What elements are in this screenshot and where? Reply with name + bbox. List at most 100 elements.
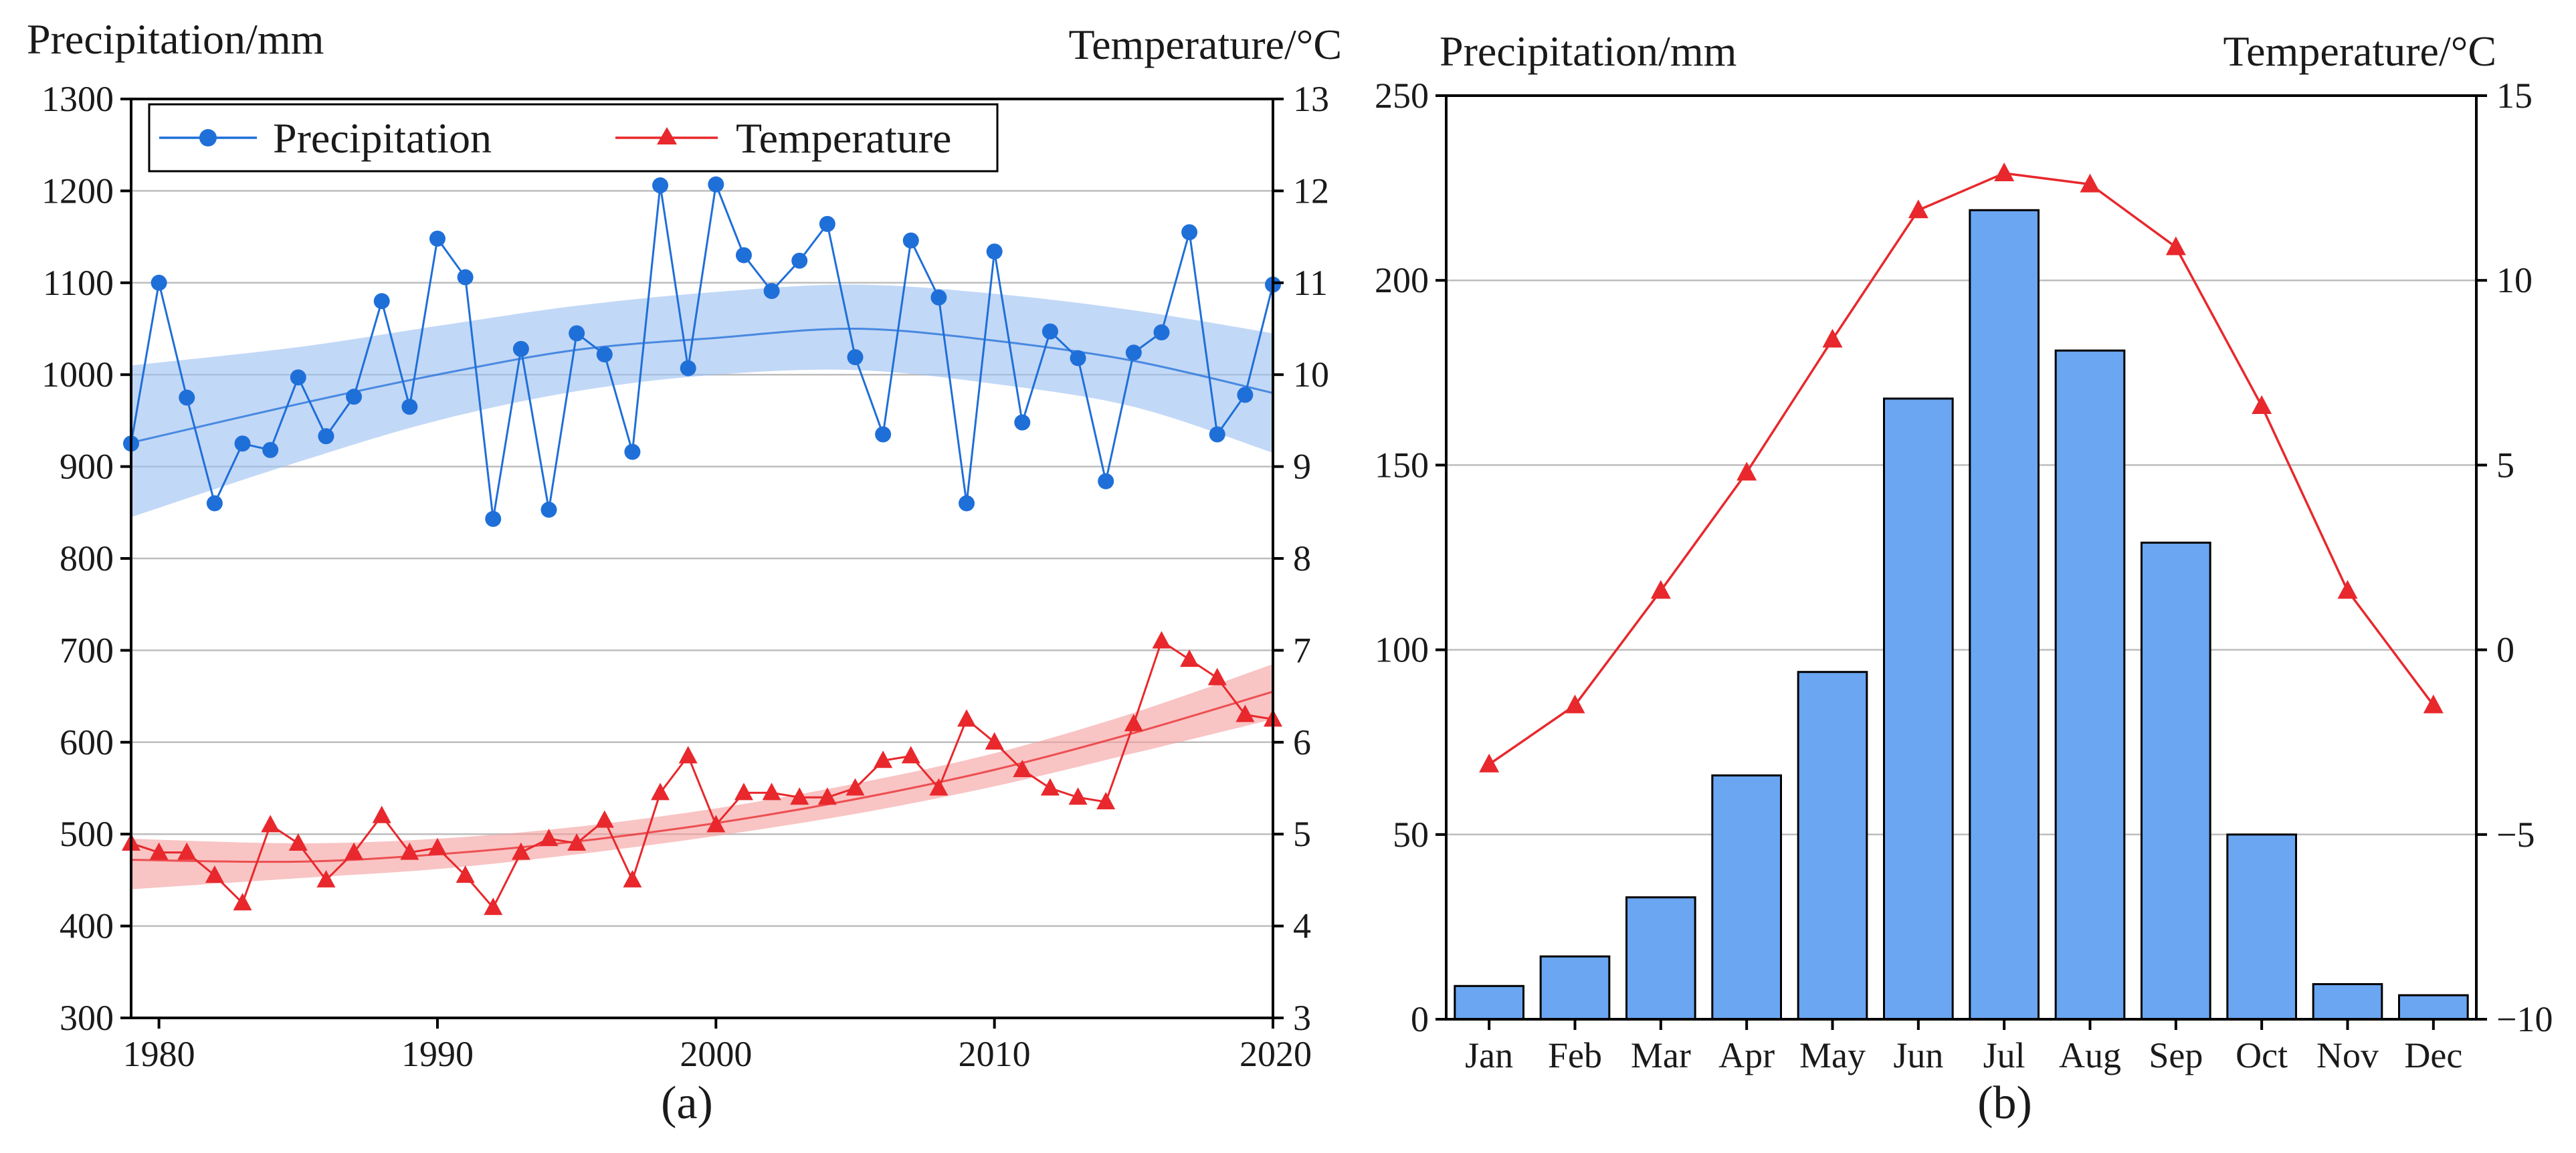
panel-a-precip-point — [847, 349, 864, 366]
panel-a-temp-point — [957, 709, 977, 727]
panel-b-bar-jul — [1969, 209, 2040, 1021]
legend-box — [148, 103, 999, 173]
panel-a-precip-point — [373, 293, 390, 310]
panel-b-right-tick-label: 0 — [2496, 630, 2514, 670]
panel-a-temp-point — [678, 746, 698, 764]
panel-a-precip-point — [596, 346, 613, 362]
panel-a: 300 400 500 600 700 800 900 1000 1100 1200 1300 3 4 5… — [27, 15, 1342, 1129]
panel-a-temp-point — [400, 842, 419, 860]
panel-a-precip-point — [680, 360, 696, 377]
panel-a-precip-point — [819, 215, 835, 232]
panel-b-temp-point-sep — [2165, 236, 2186, 255]
panel-a-temp-point — [874, 750, 893, 768]
panel-b-bar-mar — [1625, 896, 1696, 1021]
panel-b-x-tick-label: Dec — [2404, 1035, 2462, 1075]
panel-a-precip-point — [875, 426, 892, 443]
panel-a-right-tick-label: 5 — [1293, 814, 1311, 854]
panel-a-temp-point — [595, 810, 614, 828]
panel-a-precip-point — [1209, 426, 1225, 443]
panel-a-temp-point — [149, 842, 169, 860]
panel-b-temp-point-dec — [2423, 694, 2444, 714]
panel-a-right-axis-title: Temperature/°C — [1069, 21, 1343, 68]
panel-a-temp-point — [511, 842, 530, 860]
panel-a-precipitation-trend-line — [130, 327, 1274, 444]
panel-a-temp-point — [1040, 778, 1060, 796]
panel-b-bar-aug — [2054, 349, 2126, 1021]
panel-a-temp-point — [651, 782, 670, 801]
panel-a-precip-point — [902, 232, 919, 249]
panel-a-precip-point — [1181, 224, 1198, 241]
panel-a-left-tick-label: 1300 — [41, 79, 114, 119]
panel-a-precip-point — [735, 247, 752, 264]
panel-b-bar-apr — [1711, 774, 1782, 1021]
panel-b-x-tick-label: Oct — [2236, 1035, 2288, 1075]
panel-a-right-tick-label: 8 — [1293, 538, 1311, 579]
panel-a-temp-point — [762, 782, 781, 801]
panel-b-bar-nov — [2312, 983, 2383, 1021]
panel-a-temp-point — [1068, 787, 1088, 805]
panel-a-right-tick-label: 12 — [1293, 171, 1329, 211]
panel-a-temp-point — [623, 869, 642, 887]
panel-b-right-axis-title: Temperature/°C — [2223, 27, 2497, 75]
panel-a-left-axis-title: Precipitation/mm — [27, 15, 324, 63]
panel-b-left-tick-label: 100 — [1375, 630, 1429, 670]
panel-a-precip-point — [1125, 344, 1142, 361]
panel-a-x-tick-label: 2020 — [1240, 1034, 1312, 1074]
panel-a-precipitation-confidence-band — [131, 284, 1273, 518]
panel-a-right-tick-label: 11 — [1293, 263, 1328, 303]
panel-a-precip-point — [624, 443, 641, 460]
legend-precip-label: Precipitation — [273, 114, 492, 162]
panel-a-temp-point — [929, 778, 949, 796]
panel-b-plot-frame — [1445, 94, 2478, 1021]
panel-b-bar-jan — [1454, 984, 1524, 1021]
panel-a-x-tick-label: 1990 — [401, 1034, 474, 1074]
panel-b-bar-sep — [2141, 541, 2211, 1021]
panel-b-left-tick-label: 200 — [1375, 260, 1429, 300]
panel-a-precip-point — [457, 269, 474, 286]
legend-temp-marker — [657, 127, 677, 144]
panel-b-x-tick-label: Aug — [2059, 1035, 2121, 1075]
panel-a-precip-point — [206, 495, 223, 512]
panel-a-temp-point — [790, 787, 809, 805]
panel-a-temp-point — [316, 869, 336, 887]
panel-a-x-tick-label: 1980 — [123, 1034, 195, 1074]
panel-a-precip-point — [708, 176, 724, 193]
panel-a-left-tick-label: 600 — [60, 722, 114, 762]
panel-b-x-tick-label: Feb — [1548, 1035, 1602, 1075]
panel-b-left-tick-label: 0 — [1411, 999, 1429, 1039]
panel-a-left-tick-label: 1200 — [41, 171, 114, 211]
panel-b-right-tick-label: 15 — [2496, 76, 2533, 116]
panel-a-temp-point — [427, 837, 447, 855]
panel-a-temp-point — [567, 833, 587, 851]
panel-b-right-tick-label: −5 — [2496, 815, 2535, 855]
panel-a-temp-point — [1207, 667, 1227, 686]
panel-b-left-tick-label: 50 — [1393, 815, 1429, 855]
panel-b-label: (b) — [1977, 1077, 2032, 1129]
panel-a-precip-point — [1070, 350, 1086, 366]
panel-a-precip-point — [290, 369, 306, 386]
panel-a-temp-point — [1152, 631, 1171, 649]
panel-b-x-tick-label: Nov — [2316, 1035, 2379, 1075]
panel-a-temp-point — [261, 815, 280, 833]
panel-a-precip-point — [429, 230, 445, 247]
panel-a-temp-point — [817, 787, 837, 805]
panel-a-temp-point — [1096, 792, 1116, 810]
panel-a-ticks: 300 400 500 600 700 800 900 1000 1100 1200 1300 3 4 5… — [41, 79, 1329, 1074]
panel-b: 0 50 100 150 200 250 −10 −5 0 5 10 15 Jan Feb Mar Apr Ma… — [1375, 27, 2553, 1129]
panel-b-temperature-line — [1488, 172, 2435, 766]
panel-a-precip-point — [930, 289, 947, 306]
panel-a-precip-point — [401, 399, 418, 415]
panel-b-x-tick-label: May — [1799, 1035, 1866, 1075]
panel-a-legend: Precipitation Temperature — [148, 103, 999, 173]
panel-a-temp-point — [344, 842, 364, 860]
panel-a-precip-point — [763, 283, 780, 300]
panel-a-temperature-confidence-band — [131, 664, 1273, 889]
panel-a-precip-point — [512, 340, 529, 357]
panel-b-x-tick-label: Jul — [1983, 1035, 2025, 1075]
panel-b-x-tick-label: Sep — [2149, 1035, 2203, 1075]
panel-a-series — [122, 176, 1282, 916]
panel-a-precip-point — [179, 389, 195, 406]
panel-a-temp-point — [205, 865, 224, 883]
panel-b-temp-point-jun — [1908, 199, 1928, 219]
panel-a-precip-point — [262, 441, 279, 458]
